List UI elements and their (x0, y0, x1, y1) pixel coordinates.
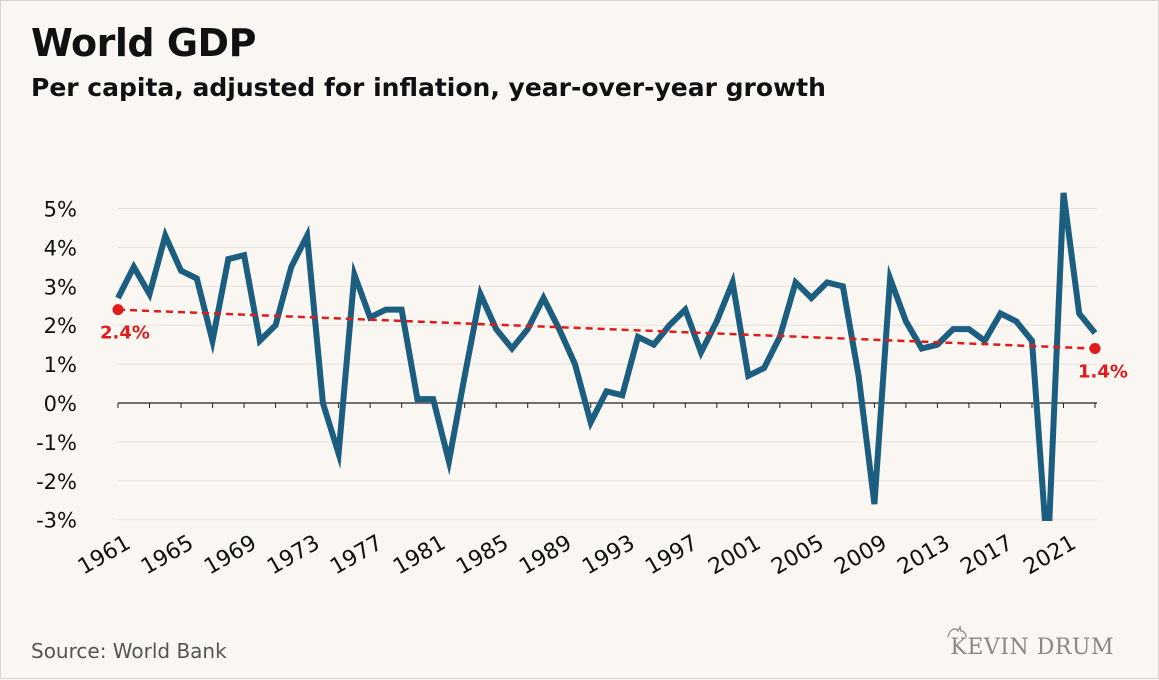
y-tick-label: 2% (44, 314, 77, 338)
y-tick-label: 4% (44, 236, 77, 260)
x-tick-label: 1969 (200, 531, 261, 581)
x-tick-label: 1977 (326, 531, 387, 581)
y-tick-label: 0% (44, 392, 77, 416)
x-tick-label: 2001 (704, 531, 765, 581)
brand-logo: KEVIN DRUM (947, 625, 1114, 660)
y-tick-label: -1% (36, 431, 77, 455)
x-tick-label: 1989 (515, 531, 576, 581)
y-tick-label: 1% (44, 353, 77, 377)
trend-end-point (1089, 343, 1101, 355)
x-tick-label: 2021 (1019, 531, 1080, 581)
x-tick-label: 2009 (830, 531, 891, 581)
x-tick-label: 2013 (893, 531, 954, 581)
trend-end-label: 1.4% (1078, 362, 1128, 383)
x-tick-label: 1973 (263, 531, 324, 581)
chart-title: World GDP (31, 21, 256, 65)
x-tick-label: 2017 (956, 531, 1017, 581)
x-tick-label: 1961 (74, 531, 135, 581)
y-tick-label: -3% (36, 509, 77, 533)
x-tick-label: 1993 (578, 531, 639, 581)
x-tick-label: 2005 (767, 531, 828, 581)
y-tick-label: 5% (44, 198, 77, 222)
x-tick-label: 1985 (452, 531, 513, 581)
trend-line (117, 308, 1096, 350)
trend-start-label: 2.4% (100, 323, 150, 344)
source-note: Source: World Bank (31, 639, 227, 663)
trend-start-point (112, 304, 124, 316)
x-tick-label: 1965 (137, 531, 198, 581)
chart-subtitle: Per capita, adjusted for inflation, year… (31, 73, 826, 102)
x-tick-label: 1997 (641, 531, 702, 581)
cat-icon (947, 625, 968, 638)
x-tick-label: 1981 (389, 531, 450, 581)
y-tick-label: 3% (44, 275, 77, 299)
gdp-growth-line (115, 192, 1098, 521)
brand-name: KEVIN DRUM (950, 635, 1114, 660)
y-tick-label: -2% (36, 470, 77, 494)
